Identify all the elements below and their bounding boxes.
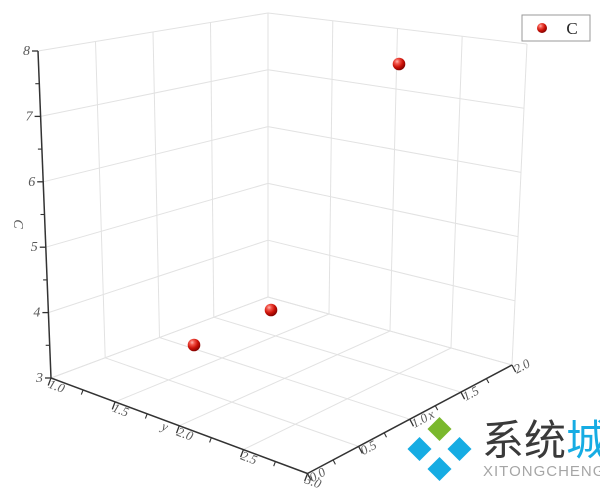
- svg-text:XITONGCHENG.COM: XITONGCHENG.COM: [483, 463, 600, 480]
- svg-text:C: C: [566, 19, 577, 38]
- svg-text:系统城: 系统城: [482, 417, 600, 464]
